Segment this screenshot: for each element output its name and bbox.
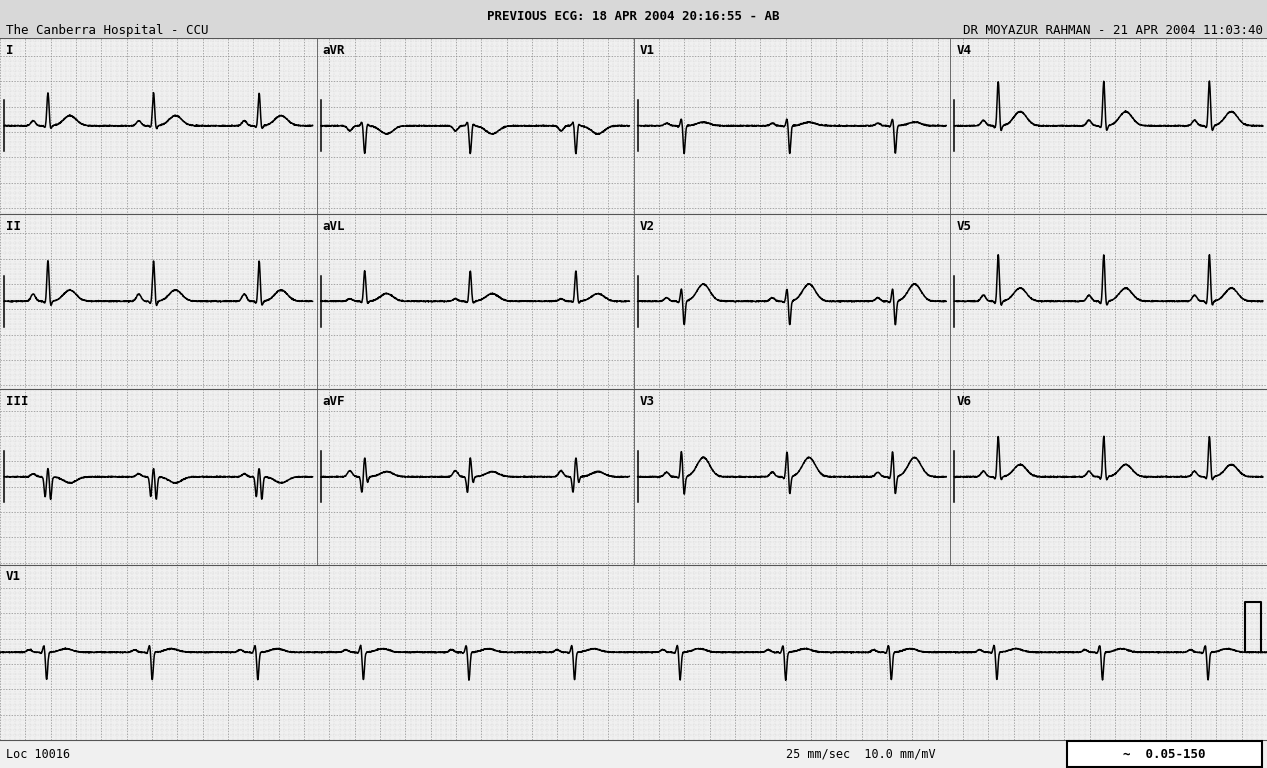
Text: ~  0.05-150: ~ 0.05-150 — [1124, 747, 1206, 760]
Text: DR MOYAZUR RAHMAN - 21 APR 2004 11:03:40: DR MOYAZUR RAHMAN - 21 APR 2004 11:03:40 — [963, 24, 1263, 37]
Text: aVR: aVR — [323, 44, 345, 57]
Text: The Canberra Hospital - CCU: The Canberra Hospital - CCU — [6, 24, 209, 37]
Text: V6: V6 — [957, 395, 972, 408]
Text: 25 mm/sec  10.0 mm/mV: 25 mm/sec 10.0 mm/mV — [786, 747, 935, 760]
Text: aVF: aVF — [323, 395, 345, 408]
Bar — [0, 0, 1267, 38]
Text: V1: V1 — [6, 571, 22, 584]
Text: V3: V3 — [640, 395, 655, 408]
Text: III: III — [6, 395, 28, 408]
Text: II: II — [6, 220, 22, 233]
Text: V5: V5 — [957, 220, 972, 233]
Text: aVL: aVL — [323, 220, 345, 233]
Text: I: I — [6, 44, 14, 57]
Text: V1: V1 — [640, 44, 655, 57]
Text: PREVIOUS ECG: 18 APR 2004 20:16:55 - AB: PREVIOUS ECG: 18 APR 2004 20:16:55 - AB — [488, 10, 779, 23]
Text: V4: V4 — [957, 44, 972, 57]
Text: Loc 10016: Loc 10016 — [6, 747, 70, 760]
Bar — [1067, 741, 1262, 767]
Text: V2: V2 — [640, 220, 655, 233]
